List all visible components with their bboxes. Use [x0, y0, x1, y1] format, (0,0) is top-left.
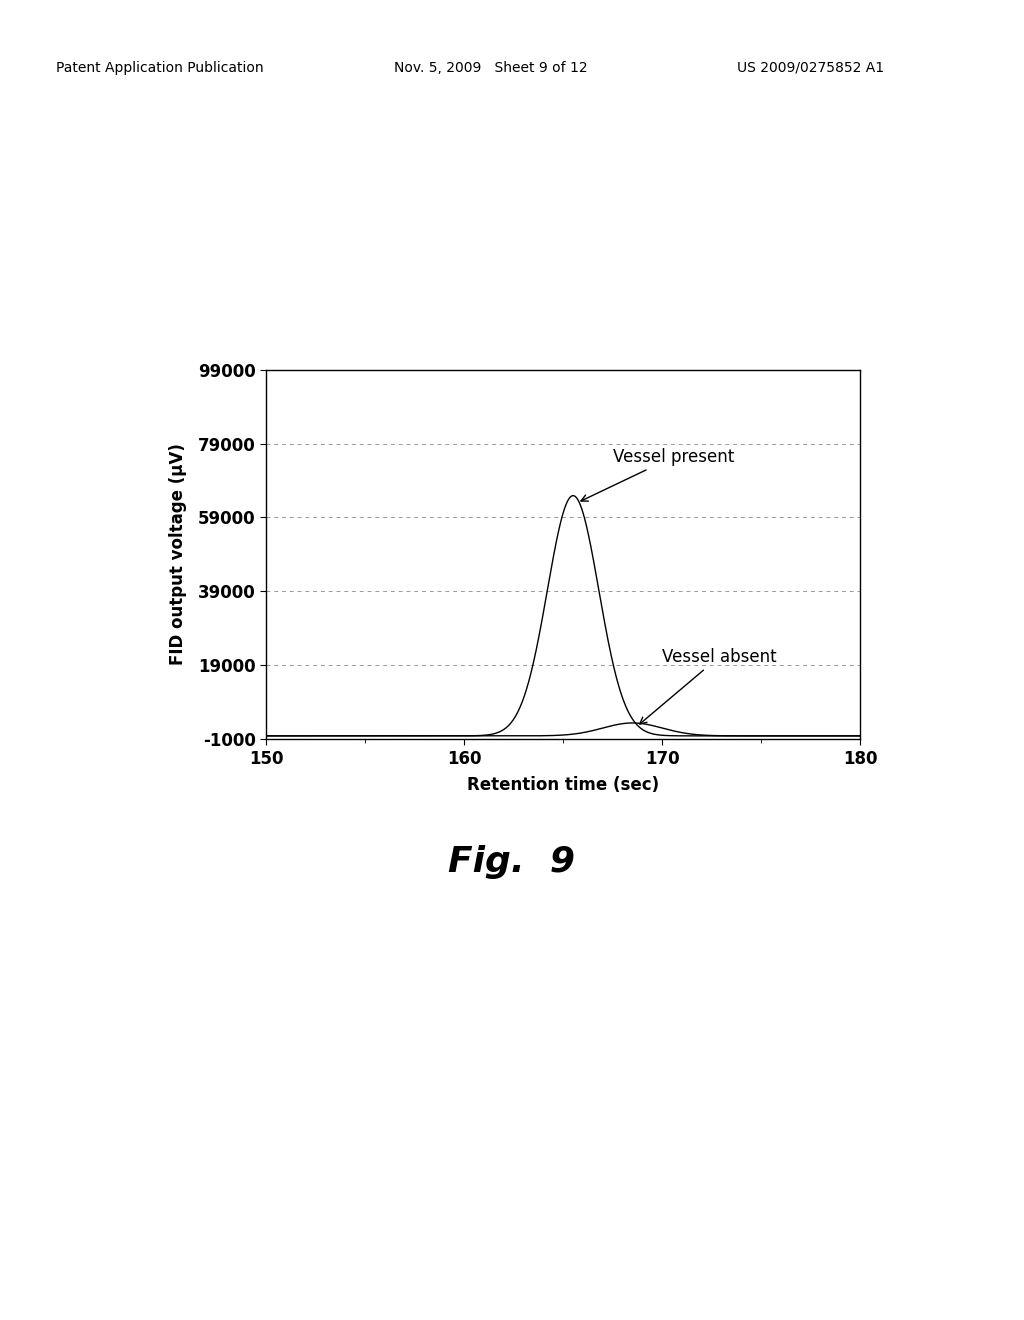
Y-axis label: FID output voltage (μV): FID output voltage (μV) — [169, 444, 187, 665]
X-axis label: Retention time (sec): Retention time (sec) — [467, 776, 659, 793]
Text: Vessel absent: Vessel absent — [640, 648, 777, 725]
Text: Nov. 5, 2009   Sheet 9 of 12: Nov. 5, 2009 Sheet 9 of 12 — [394, 61, 588, 75]
Text: Fig.  9: Fig. 9 — [449, 845, 575, 879]
Text: Vessel present: Vessel present — [581, 447, 734, 502]
Text: US 2009/0275852 A1: US 2009/0275852 A1 — [737, 61, 885, 75]
Text: Patent Application Publication: Patent Application Publication — [56, 61, 264, 75]
